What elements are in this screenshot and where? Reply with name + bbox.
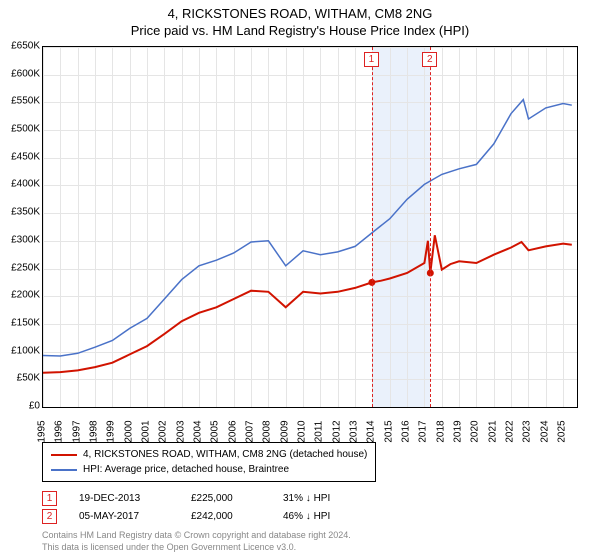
y-tick-label: £50K: [0, 373, 40, 384]
chart-container: 4, RICKSTONES ROAD, WITHAM, CM8 2NG Pric…: [0, 0, 600, 560]
sale-price: £242,000: [191, 511, 261, 522]
x-tick-label: 2013: [349, 420, 360, 442]
x-tick-label: 2005: [210, 420, 221, 442]
y-tick-label: £650K: [0, 41, 40, 52]
marker-label: 2: [422, 52, 437, 67]
x-tick-label: 2000: [123, 420, 134, 442]
x-tick-label: 2007: [245, 420, 256, 442]
title-line1: 4, RICKSTONES ROAD, WITHAM, CM8 2NG: [0, 6, 600, 23]
series-hpi: [43, 100, 572, 356]
x-tick-label: 2020: [470, 420, 481, 442]
x-tick-label: 2012: [331, 420, 342, 442]
x-tick-label: 2002: [158, 420, 169, 442]
legend: 4, RICKSTONES ROAD, WITHAM, CM8 2NG (det…: [42, 442, 376, 482]
x-tick-label: 2003: [175, 420, 186, 442]
x-tick-label: 1998: [89, 420, 100, 442]
sale-marker-icon: 1: [42, 491, 57, 506]
x-tick-label: 2004: [193, 420, 204, 442]
titles: 4, RICKSTONES ROAD, WITHAM, CM8 2NG Pric…: [0, 0, 600, 40]
footer: Contains HM Land Registry data © Crown c…: [42, 530, 351, 553]
legend-label: HPI: Average price, detached house, Brai…: [83, 462, 289, 477]
legend-item-hpi: HPI: Average price, detached house, Brai…: [51, 462, 367, 477]
sale-date: 05-MAY-2017: [79, 511, 169, 522]
y-tick-label: £500K: [0, 124, 40, 135]
y-tick-label: £150K: [0, 317, 40, 328]
legend-label: 4, RICKSTONES ROAD, WITHAM, CM8 2NG (det…: [83, 447, 367, 462]
y-tick-label: £250K: [0, 262, 40, 273]
y-tick-label: £300K: [0, 234, 40, 245]
marker-label: 1: [364, 52, 379, 67]
x-tick-label: 2016: [401, 420, 412, 442]
plot-area: [42, 46, 578, 408]
sale-date: 19-DEC-2013: [79, 493, 169, 504]
x-tick-label: 1996: [54, 420, 65, 442]
legend-item-property: 4, RICKSTONES ROAD, WITHAM, CM8 2NG (det…: [51, 447, 367, 462]
y-tick-label: £550K: [0, 96, 40, 107]
y-tick-label: £100K: [0, 345, 40, 356]
sale-row: 1 19-DEC-2013 £225,000 31% ↓ HPI: [42, 491, 373, 506]
x-tick-label: 2018: [435, 420, 446, 442]
sale-diff: 46% ↓ HPI: [283, 511, 373, 522]
line-series: [43, 47, 577, 407]
x-tick-label: 2025: [557, 420, 568, 442]
x-tick-label: 2011: [314, 421, 325, 443]
footer-line1: Contains HM Land Registry data © Crown c…: [42, 530, 351, 542]
legend-swatch: [51, 454, 77, 456]
x-tick-label: 2014: [366, 420, 377, 442]
x-tick-label: 1995: [37, 420, 48, 442]
x-tick-label: 2006: [227, 420, 238, 442]
x-tick-label: 2010: [297, 420, 308, 442]
x-tick-label: 2021: [487, 420, 498, 442]
title-line2: Price paid vs. HM Land Registry's House …: [0, 23, 600, 40]
x-tick-label: 2008: [262, 420, 273, 442]
y-tick-label: £600K: [0, 68, 40, 79]
legend-swatch: [51, 469, 77, 471]
y-tick-label: £450K: [0, 151, 40, 162]
sale-rows: 1 19-DEC-2013 £225,000 31% ↓ HPI 2 05-MA…: [42, 488, 373, 527]
sale-diff: 31% ↓ HPI: [283, 493, 373, 504]
x-tick-label: 2009: [279, 420, 290, 442]
series-property: [43, 235, 572, 372]
x-tick-label: 2023: [522, 420, 533, 442]
sale-price: £225,000: [191, 493, 261, 504]
x-tick-label: 2015: [383, 420, 394, 442]
y-tick-label: £200K: [0, 290, 40, 301]
x-tick-label: 1997: [71, 420, 82, 442]
x-tick-label: 2001: [141, 420, 152, 442]
y-tick-label: £400K: [0, 179, 40, 190]
x-tick-label: 1999: [106, 420, 117, 442]
x-tick-label: 2017: [418, 420, 429, 442]
sale-row: 2 05-MAY-2017 £242,000 46% ↓ HPI: [42, 509, 373, 524]
x-tick-label: 2024: [539, 420, 550, 442]
sale-marker-icon: 2: [42, 509, 57, 524]
x-tick-label: 2019: [453, 420, 464, 442]
x-tick-label: 2022: [505, 420, 516, 442]
y-tick-label: £350K: [0, 207, 40, 218]
footer-line2: This data is licensed under the Open Gov…: [42, 542, 351, 554]
y-tick-label: £0: [0, 401, 40, 412]
